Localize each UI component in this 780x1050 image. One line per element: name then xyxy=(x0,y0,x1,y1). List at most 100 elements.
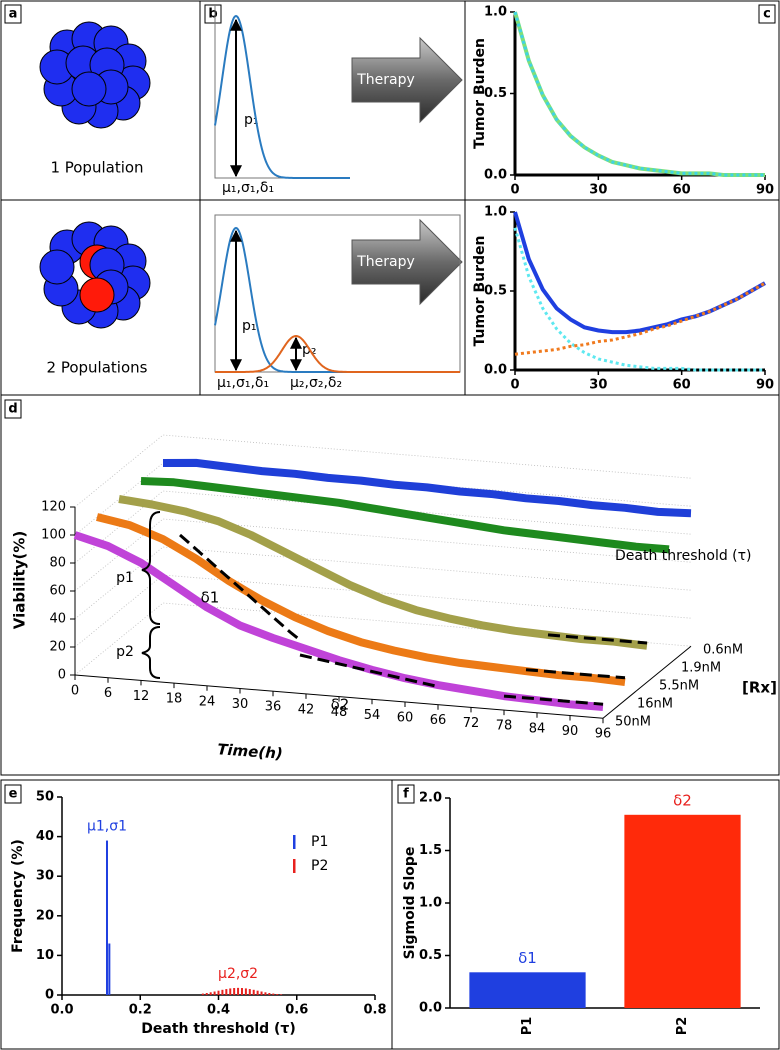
series-line xyxy=(513,227,765,372)
z-tick-label: 0.6nM xyxy=(703,643,743,658)
x-tick-label: 0 xyxy=(510,183,519,198)
series-ribbon xyxy=(162,458,692,518)
y-tick-label: 0.5 xyxy=(419,948,442,963)
param-label: μ₁,σ₁,δ₁ xyxy=(222,180,274,196)
series-line xyxy=(513,211,766,335)
y-tick-label: 40 xyxy=(49,612,66,627)
panel-label: f xyxy=(403,787,409,802)
bar xyxy=(201,993,204,995)
x-tick-label: P1 xyxy=(520,1017,535,1036)
bar xyxy=(213,991,216,995)
y-tick-label: 0.5 xyxy=(484,284,507,299)
bar xyxy=(229,988,232,995)
bar xyxy=(205,993,208,995)
y-tick-label: 60 xyxy=(49,584,66,599)
bar xyxy=(280,994,283,995)
grid-line xyxy=(74,434,692,508)
y-tick-label: 1.5 xyxy=(419,843,442,858)
z-tick-label: 16nM xyxy=(637,697,673,712)
x-tick-label: 6 xyxy=(104,686,112,701)
panel-label: d xyxy=(8,402,17,417)
bar xyxy=(252,989,255,995)
series-line xyxy=(513,11,765,177)
x-tick-label: 0.4 xyxy=(207,1003,230,1018)
bar xyxy=(260,991,263,995)
bar xyxy=(244,988,247,995)
y-axis-label: Viability(%) xyxy=(11,531,29,629)
y-axis-label: Tumor Burden xyxy=(472,38,488,149)
x-tick-label: 54 xyxy=(364,708,381,723)
x-tick-label: 84 xyxy=(529,721,546,736)
series-ribbon xyxy=(140,477,670,554)
bar xyxy=(233,988,236,995)
y-tick-label: 20 xyxy=(36,908,54,923)
bar xyxy=(108,943,111,995)
threshold-line xyxy=(547,633,648,645)
annotation: δ1 xyxy=(518,949,537,967)
annotation: p2 xyxy=(116,644,134,660)
bar xyxy=(276,994,279,995)
annotation: δ2 xyxy=(331,696,350,714)
bar xyxy=(469,972,586,1008)
panel-label-box xyxy=(758,4,776,24)
annotation: δ1 xyxy=(201,589,220,607)
z-axis-label: [Rx] xyxy=(742,679,777,697)
threshold-line xyxy=(525,668,626,680)
panel-label-box xyxy=(397,784,415,804)
brace xyxy=(141,511,161,625)
bar xyxy=(209,992,212,995)
cell xyxy=(39,249,75,285)
delta-line xyxy=(299,653,441,689)
caption: 2 Populations xyxy=(47,359,148,377)
bar xyxy=(272,993,275,995)
y-axis-label: Tumor Burden xyxy=(472,236,488,347)
x-tick-label: 60 xyxy=(673,378,691,393)
y-tick-label: 1.0 xyxy=(484,5,507,20)
series-ribbon xyxy=(96,513,626,686)
x-tick-label: P2 xyxy=(675,1017,690,1036)
x-axis-label: Death threshold (τ) xyxy=(141,1021,296,1037)
x-tick-label: 0 xyxy=(510,378,519,393)
panel-label: b xyxy=(208,7,217,22)
panel-label-box xyxy=(4,4,22,24)
x-tick-label: 24 xyxy=(199,694,216,709)
cell xyxy=(71,71,107,107)
bar xyxy=(268,993,271,995)
x-tick-label: 90 xyxy=(562,724,579,739)
y-tick-label: 1.0 xyxy=(419,896,442,911)
annotation: μ1,σ1 xyxy=(87,819,127,835)
annotation: δ2 xyxy=(673,791,692,809)
x-tick-label: 78 xyxy=(496,719,513,734)
x-tick-label: 96 xyxy=(595,727,612,742)
x-tick-label: 72 xyxy=(463,716,480,731)
panel-label: c xyxy=(763,7,771,22)
x-tick-label: 30 xyxy=(589,183,607,198)
y-tick-label: 0.0 xyxy=(484,168,507,183)
bar xyxy=(248,989,251,995)
z-tick-label: 50nM xyxy=(615,715,651,730)
y-axis-label: Frequency (%) xyxy=(10,839,26,953)
z-axis xyxy=(602,645,692,719)
x-tick-label: 36 xyxy=(265,700,282,715)
grid-line xyxy=(74,462,692,536)
bar xyxy=(624,814,741,1008)
x-tick-label: 60 xyxy=(673,183,691,198)
bar xyxy=(105,840,108,995)
x-tick-label: 12 xyxy=(133,689,150,704)
x-tick-label: 0 xyxy=(71,684,79,699)
y-tick-label: 0.5 xyxy=(484,86,507,101)
x-tick-label: 30 xyxy=(232,697,249,712)
y-tick-label: 30 xyxy=(36,869,54,884)
series-line xyxy=(514,281,766,356)
y-tick-label: 1.0 xyxy=(484,205,507,220)
y-tick-label: 10 xyxy=(36,948,54,963)
annotation: p1 xyxy=(116,570,134,586)
annotation: Death threshold (τ) xyxy=(615,548,752,564)
therapy-arrows xyxy=(351,36,463,306)
x-tick-label: 90 xyxy=(756,183,774,198)
brace xyxy=(141,626,161,679)
legend-label: P1 xyxy=(311,834,328,850)
delta-line xyxy=(179,533,301,642)
